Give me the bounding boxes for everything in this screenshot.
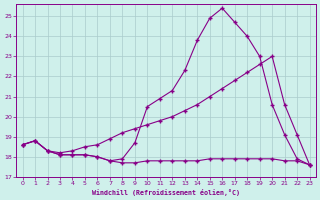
- X-axis label: Windchill (Refroidissement éolien,°C): Windchill (Refroidissement éolien,°C): [92, 189, 240, 196]
